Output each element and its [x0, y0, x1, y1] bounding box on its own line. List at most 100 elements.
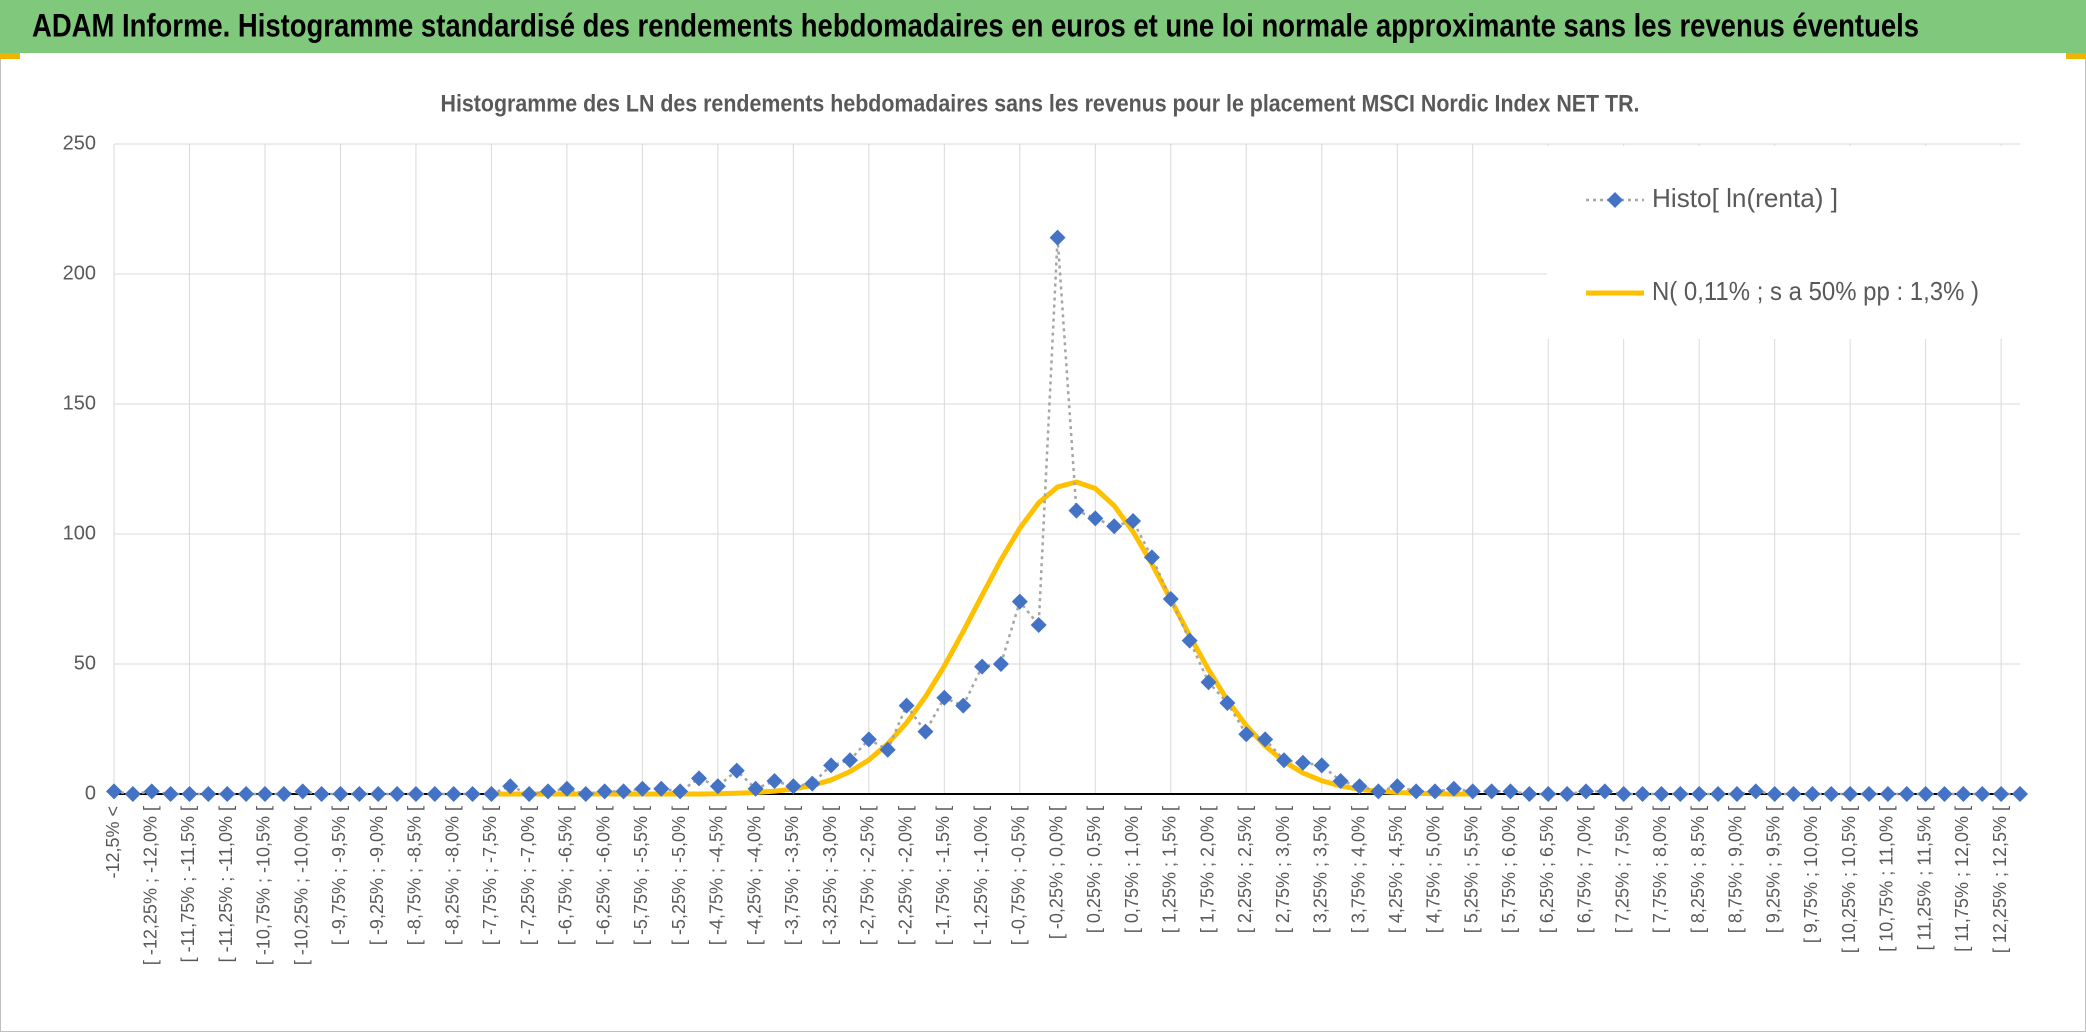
x-tick-label: [ -11,25% ; -11,0% [ [216, 806, 236, 962]
histo-point [1068, 502, 1085, 519]
x-tick-label: [ -4,75% ; -4,5% [ [707, 806, 727, 945]
x-tick-label: [ -2,75% ; -2,5% [ [858, 806, 878, 945]
histo-point [106, 783, 122, 800]
histo-point [1200, 674, 1217, 691]
histo-point [1426, 783, 1443, 800]
histo-point [445, 786, 462, 802]
histo-point [634, 780, 651, 797]
x-tick-label: [ -10,25% ; -10,0% [ [291, 806, 311, 965]
x-tick-label: [ -10,75% ; -10,5% [ [254, 806, 274, 965]
x-tick-label: [ 9,25% ; 9,5% [ [1763, 806, 1783, 933]
histo-point [841, 752, 858, 769]
x-tick-label: [ -7,75% ; -7,5% [ [480, 806, 500, 945]
y-tick-label: 150 [63, 392, 96, 414]
histo-point [1747, 783, 1764, 800]
y-tick-label: 200 [63, 262, 96, 284]
histo-point [1106, 518, 1123, 535]
x-tick-label: [ 10,25% ; 10,5% [ [1839, 806, 1859, 953]
histo-point [219, 786, 236, 802]
histo-point [1294, 754, 1311, 771]
x-tick-label: [ 5,75% ; 6,0% [ [1499, 806, 1519, 933]
legend-swatch [1607, 192, 1623, 208]
histo-point [1936, 786, 1953, 802]
histo-point [1408, 783, 1425, 800]
histo-point [1917, 786, 1934, 802]
x-tick-label: [ -0,75% ; -0,5% [ [1009, 806, 1029, 945]
histo-point [124, 786, 141, 802]
x-tick-label: [ -6,25% ; -6,0% [ [593, 806, 613, 945]
histo-point [1577, 783, 1594, 800]
histo-point [181, 786, 198, 802]
x-tick-label: [ -0,25% ; 0,0% [ [1046, 806, 1066, 939]
histo-point [577, 786, 594, 802]
histo-point [351, 786, 368, 802]
histo-point [1238, 726, 1255, 743]
histo-point [200, 786, 217, 802]
histo-point [162, 786, 179, 802]
histo-point [1162, 591, 1179, 607]
histo-point [1087, 510, 1104, 527]
x-tick-label: [ 10,75% ; 11,0% [ [1877, 806, 1897, 952]
histo-point [1861, 786, 1878, 802]
histo-point [143, 783, 160, 800]
histo-point [275, 786, 292, 802]
histo-point [558, 780, 575, 797]
x-tick-label: [ 9,75% ; 10,0% [ [1801, 806, 1821, 943]
chart-title: Histogramme des LN des rendements hebdom… [441, 90, 1640, 117]
histo-point [1332, 773, 1349, 789]
histo-point [860, 731, 877, 748]
x-tick-label: [ -1,25% ; -1,0% [ [971, 806, 991, 945]
histo-point [1143, 549, 1160, 566]
x-tick-label: [ -5,75% ; -5,5% [ [631, 806, 651, 945]
histo-point [294, 783, 311, 800]
histo-point [1653, 786, 1670, 802]
x-tick-label: [ 7,75% ; 8,0% [ [1650, 806, 1670, 933]
histo-point [672, 783, 689, 800]
x-tick-label: [ 6,75% ; 7,0% [ [1575, 806, 1595, 933]
histo-point [1389, 778, 1406, 795]
histo-point [709, 778, 726, 795]
y-tick-label: 0 [85, 782, 96, 804]
x-tick-label: [ -4,25% ; -4,0% [ [744, 806, 764, 945]
x-tick-label: [ 3,75% ; 4,0% [ [1348, 806, 1368, 933]
normal-curve [491, 479, 1473, 797]
histo-point [1672, 786, 1689, 802]
histo-point [785, 778, 802, 795]
x-tick-label: [ 11,75% ; 12,0% [ [1952, 806, 1972, 952]
histo-point [747, 780, 764, 797]
x-tick-label: [ 12,25% ; 12,5% [ [1990, 806, 2010, 953]
histo-point [1219, 695, 1236, 711]
histo-point [483, 786, 500, 802]
histo-point [1125, 513, 1142, 529]
histo-point [728, 762, 745, 779]
x-tick-label: [ -3,25% ; -3,0% [ [820, 806, 840, 945]
histo-point [1351, 778, 1368, 795]
histo-point [540, 783, 557, 800]
histo-point [238, 786, 255, 802]
histo-point [256, 786, 273, 802]
x-tick-label: [ 4,25% ; 4,5% [ [1386, 806, 1406, 933]
histo-point [974, 658, 991, 675]
histo-point [804, 775, 821, 792]
histo-point [1011, 593, 1028, 610]
histo-point [1276, 752, 1293, 769]
x-tick-label: [ 8,25% ; 8,5% [ [1688, 806, 1708, 933]
histo-point [389, 786, 406, 802]
histo-point [936, 689, 953, 706]
histo-point [1993, 786, 2010, 802]
histo-point [1842, 786, 1859, 802]
legend [1547, 146, 2020, 339]
histo-point [1464, 783, 1481, 800]
histo-point [1710, 786, 1727, 802]
histo-point [1766, 786, 1783, 802]
histo-point [1634, 786, 1651, 802]
histo-point [313, 786, 330, 802]
x-tick-label: [ 1,25% ; 1,5% [ [1160, 806, 1180, 933]
histo-point [766, 773, 783, 789]
histo-point [917, 723, 934, 740]
histo-point [1691, 786, 1708, 802]
histo-point [521, 786, 538, 802]
x-tick-label: [ -3,75% ; -3,5% [ [782, 806, 802, 945]
histo-point [1540, 786, 1557, 802]
histo-point [502, 778, 519, 795]
